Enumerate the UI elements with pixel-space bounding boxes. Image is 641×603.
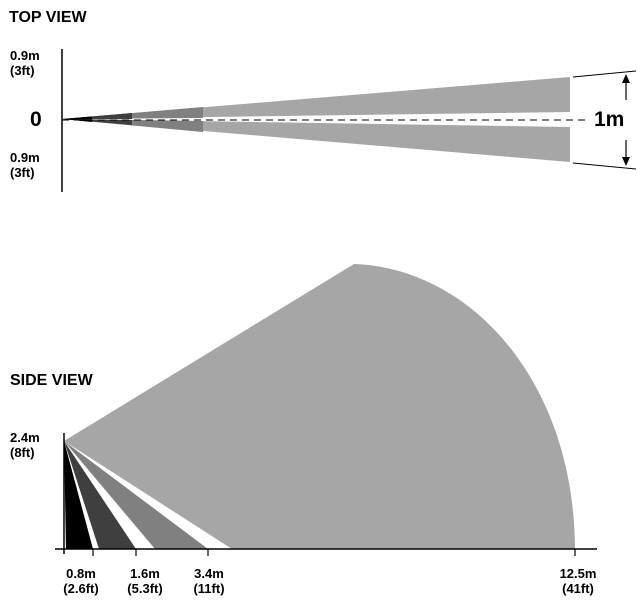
top-beam-upper-closest — [62, 116, 92, 120]
top-beam-upper-near — [62, 113, 132, 119]
side-view-diagram — [55, 264, 597, 556]
height-label: 2.4m (8ft) — [10, 430, 40, 460]
side-zone-near — [64, 441, 136, 549]
width-dimension-label: 1m — [594, 108, 625, 131]
distance-label-12-5m: 12.5m (41ft) — [560, 566, 597, 596]
distance-label-m: 0.8m — [66, 566, 96, 581]
distance-label-ft: (5.3ft) — [127, 581, 163, 596]
side-zone-mid — [64, 441, 208, 549]
top-lower-label-ft: (3ft) — [10, 165, 35, 180]
distance-label-m: 3.4m — [194, 566, 224, 581]
distance-label-m: 1.6m — [130, 566, 160, 581]
top-lower-label: 0.9m (3ft) — [10, 150, 40, 180]
top-lower-label-m: 0.9m — [10, 150, 40, 165]
height-label-ft: (8ft) — [10, 445, 35, 460]
distance-label-ft: (2.6ft) — [63, 581, 99, 596]
distance-label-ft: (41ft) — [562, 581, 594, 596]
width-arrow-up-head — [622, 74, 630, 83]
height-label-m: 2.4m — [10, 430, 40, 445]
width-arrow-down-head — [622, 157, 630, 166]
side-view-title: SIDE VIEW — [10, 372, 93, 389]
side-zone-far — [64, 264, 575, 549]
top-beam-lower-mid — [62, 119, 203, 132]
top-view-diagram — [61, 49, 637, 192]
distance-label-ft: (11ft) — [193, 581, 225, 596]
distance-label-3-4m: 3.4m (11ft) — [193, 566, 224, 596]
distance-label-0-8m: 0.8m (2.6ft) — [63, 566, 98, 596]
top-zero-label: 0 — [30, 108, 42, 131]
top-upper-label: 0.9m (3ft) — [10, 48, 40, 78]
side-zone-closest — [64, 441, 93, 549]
distance-label-1-6m: 1.6m (5.3ft) — [127, 566, 162, 596]
top-view-upper-extension — [572, 70, 637, 78]
top-upper-label-ft: (3ft) — [10, 63, 35, 78]
top-view-lower-extension — [572, 162, 637, 170]
distance-label-m: 12.5m — [559, 566, 597, 581]
top-view-title: TOP VIEW — [9, 9, 87, 26]
top-upper-label-m: 0.9m — [10, 48, 40, 63]
